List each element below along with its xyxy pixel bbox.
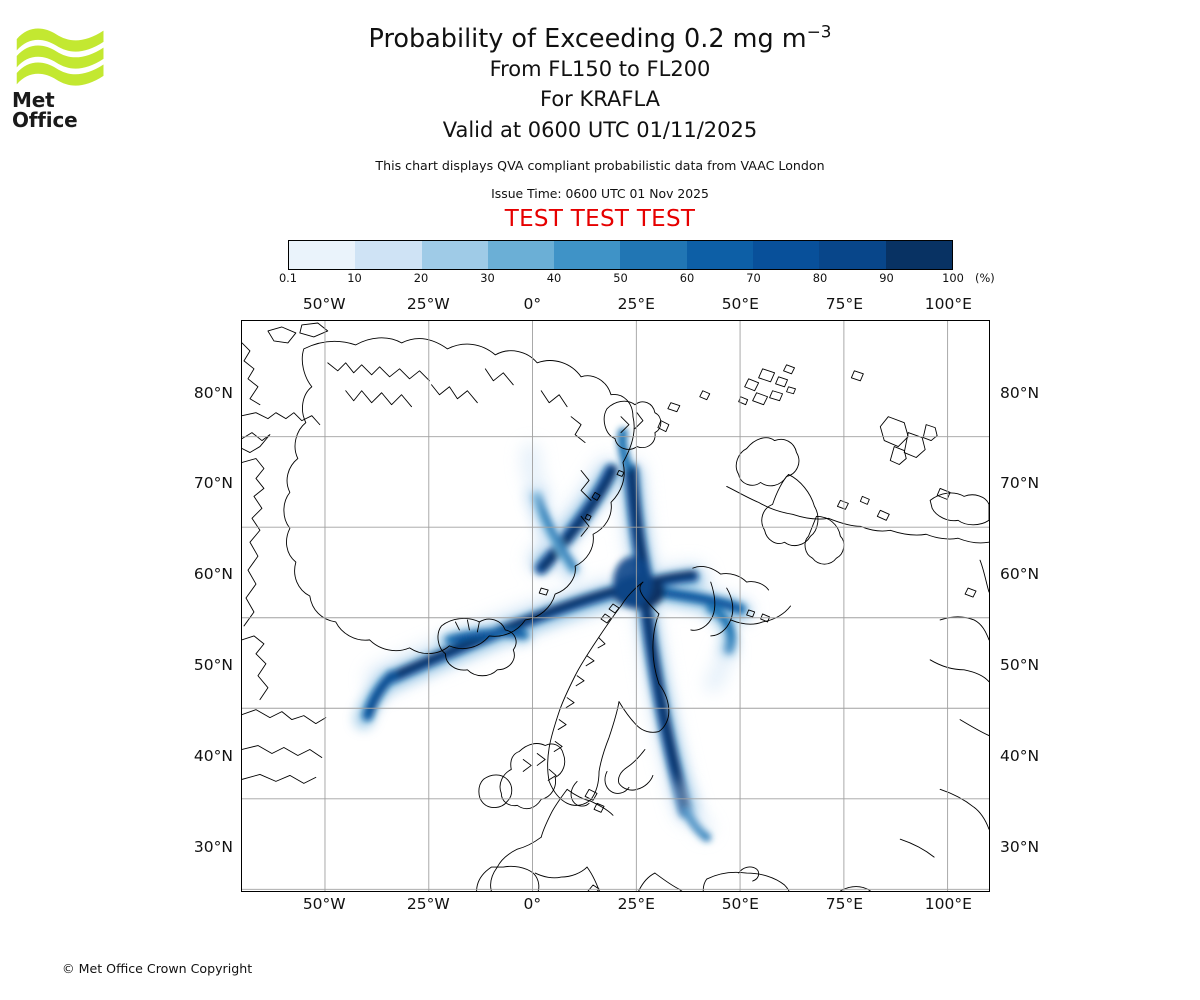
colorbar-tick-10: 10 bbox=[347, 271, 362, 285]
title-volcano: For KRAFLA bbox=[540, 87, 660, 112]
colorbar-tick-labels: 0.1 10 20 30 40 50 60 70 80 90 100 bbox=[279, 271, 964, 287]
colorbar-tick-0.1: 0.1 bbox=[278, 271, 298, 285]
colorbar-tick-100: 100 bbox=[942, 271, 964, 285]
colorbar-unit-label: (%) bbox=[975, 271, 995, 285]
lat-label-left-40N: 40°N bbox=[193, 746, 233, 765]
lon-label-top-50E: 50°E bbox=[721, 295, 759, 313]
colorbar-band-4 bbox=[554, 241, 621, 269]
colorbar-tick-60: 60 bbox=[679, 271, 695, 285]
coastlines bbox=[242, 322, 989, 891]
chart-titles: Probability of Exceeding 0.2 mg m−3 From… bbox=[0, 0, 1200, 232]
page-title: Probability of Exceeding 0.2 mg m−3 bbox=[0, 23, 1200, 54]
colorbar-tick-30: 30 bbox=[480, 271, 495, 285]
lon-label-bottom-50E: 50°E bbox=[721, 895, 759, 913]
colorbar-band-8 bbox=[819, 241, 886, 269]
lat-label-left-50N: 50°N bbox=[193, 656, 233, 675]
chart-note: This chart displays QVA compliant probab… bbox=[375, 157, 825, 173]
issue-time: Issue Time: 0600 UTC 01 Nov 2025 bbox=[491, 185, 709, 201]
ash-probability-plume bbox=[353, 427, 754, 842]
lon-label-top-25E: 25°E bbox=[617, 295, 655, 313]
met-office-wordmark: Met Office bbox=[12, 88, 78, 132]
colorbar-tick-50: 50 bbox=[613, 271, 628, 285]
title-flight-levels: From FL150 to FL200 bbox=[489, 57, 711, 82]
probability-colorbar bbox=[288, 240, 953, 270]
copyright-notice: © Met Office Crown Copyright bbox=[62, 961, 253, 976]
map-gridlines bbox=[242, 321, 989, 891]
colorbar-swatches bbox=[288, 240, 953, 270]
lon-label-bottom-25E: 25°E bbox=[617, 895, 655, 913]
lon-label-bottom-75E: 75°E bbox=[825, 895, 863, 913]
colorbar-tick-80: 80 bbox=[812, 271, 828, 285]
colorbar-band-0 bbox=[289, 241, 356, 269]
lat-label-left-70N: 70°N bbox=[193, 474, 233, 493]
colorbar-band-5 bbox=[620, 241, 687, 269]
colorbar-band-3 bbox=[487, 241, 555, 269]
title-valid-time: Valid at 0600 UTC 01/11/2025 bbox=[442, 117, 758, 142]
colorbar-tick-90: 90 bbox=[879, 271, 894, 285]
colorbar-band-6 bbox=[686, 241, 754, 269]
lon-label-top-0: 0° bbox=[523, 295, 542, 313]
lat-label-right-40N: 40°N bbox=[1000, 746, 1040, 765]
lat-label-right-60N: 60°N bbox=[1000, 565, 1040, 584]
colorbar-tick-40: 40 bbox=[546, 271, 562, 285]
lat-label-left-30N: 30°N bbox=[193, 837, 233, 856]
lon-label-bottom-25W: 25°W bbox=[406, 895, 450, 913]
colorbar-band-1 bbox=[355, 241, 422, 269]
lat-label-right-70N: 70°N bbox=[1000, 474, 1040, 493]
lon-label-top-25W: 25°W bbox=[406, 295, 450, 313]
met-office-logo bbox=[12, 24, 112, 114]
lon-label-top-50W: 50°W bbox=[302, 295, 346, 313]
map-canvas bbox=[241, 320, 990, 892]
lon-label-bottom-50W: 50°W bbox=[302, 895, 346, 913]
colorbar-band-7 bbox=[753, 241, 820, 269]
colorbar-tick-70: 70 bbox=[746, 271, 761, 285]
lon-label-bottom-100E: 100°E bbox=[924, 895, 972, 913]
title-superscript: −3 bbox=[806, 21, 832, 42]
colorbar-band-9 bbox=[885, 241, 952, 269]
colorbar-tick-20: 20 bbox=[413, 271, 429, 285]
colorbar-band-2 bbox=[421, 241, 488, 269]
lon-label-top-100E: 100°E bbox=[924, 295, 972, 313]
title-line-1: Probability of Exceeding 0.2 mg m bbox=[368, 24, 807, 54]
lat-label-right-80N: 80°N bbox=[1000, 383, 1040, 402]
map-svg bbox=[242, 321, 989, 891]
test-banner: TEST TEST TEST bbox=[504, 205, 696, 232]
lat-label-left-80N: 80°N bbox=[193, 383, 233, 402]
lat-label-left-60N: 60°N bbox=[193, 565, 233, 584]
lat-label-right-30N: 30°N bbox=[1000, 837, 1040, 856]
lon-label-bottom-0: 0° bbox=[523, 895, 542, 913]
lat-label-right-50N: 50°N bbox=[1000, 656, 1040, 675]
lon-label-top-75E: 75°E bbox=[825, 295, 863, 313]
